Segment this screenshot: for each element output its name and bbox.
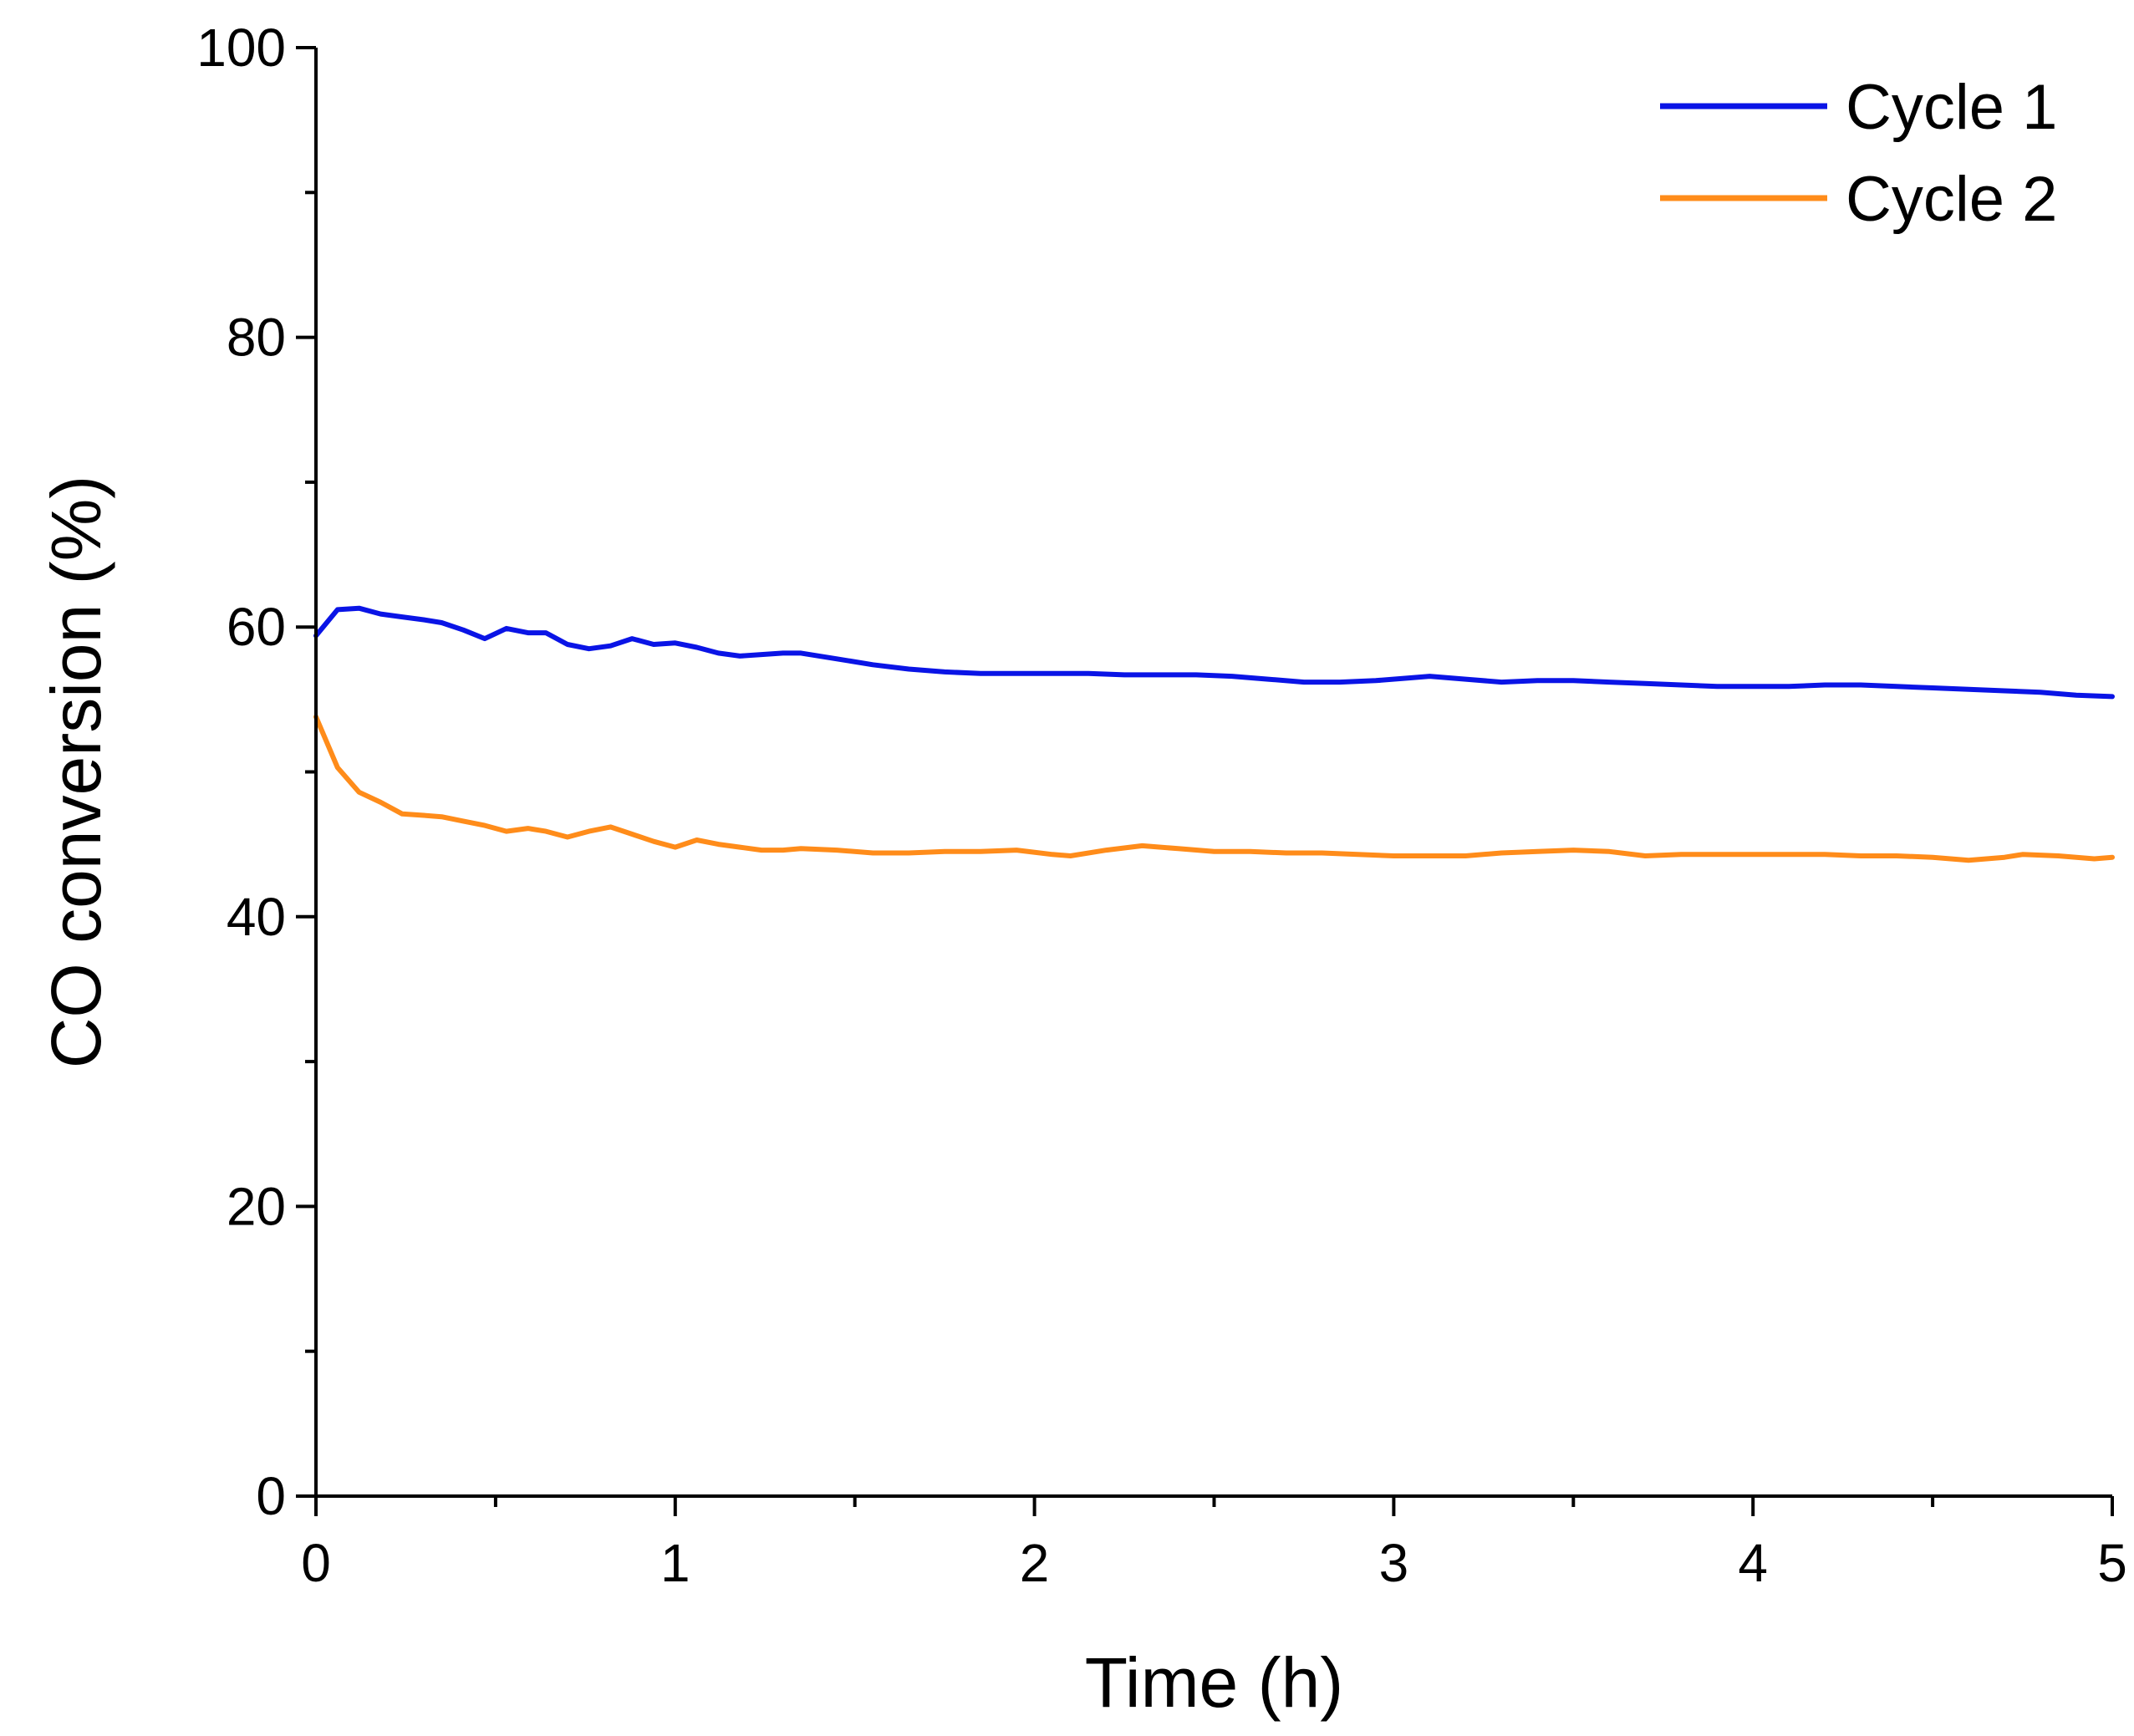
x-tick-label: 3 xyxy=(1379,1533,1409,1593)
y-tick-label: 20 xyxy=(227,1176,286,1236)
y-tick-label: 100 xyxy=(196,18,286,78)
y-tick-label: 60 xyxy=(227,597,286,657)
legend: Cycle 1 Cycle 2 xyxy=(1660,72,2057,235)
y-tick-label: 0 xyxy=(256,1466,286,1526)
y-axis-ticks: 0 20 40 60 80 100 xyxy=(196,18,316,1526)
series-layer xyxy=(313,605,2115,863)
legend-label-cycle-1: Cycle 1 xyxy=(1846,72,2057,143)
x-tick-label: 0 xyxy=(301,1533,331,1593)
x-axis-ticks: 0 1 2 3 4 5 xyxy=(301,1496,2127,1593)
x-tick-label: 5 xyxy=(2097,1533,2127,1593)
legend-label-cycle-2: Cycle 2 xyxy=(1846,164,2057,235)
y-tick-label: 40 xyxy=(227,887,286,947)
x-tick-label: 2 xyxy=(1020,1533,1050,1593)
y-axis-title: CO conversion (%) xyxy=(37,476,115,1069)
x-axis-title: Time (h) xyxy=(1085,1643,1344,1722)
x-tick-label: 4 xyxy=(1738,1533,1768,1593)
y-tick-label: 80 xyxy=(227,308,286,368)
series-line-cycle-1 xyxy=(313,605,2115,700)
series-line-cycle-2 xyxy=(313,714,2115,863)
x-tick-label: 1 xyxy=(660,1533,690,1593)
